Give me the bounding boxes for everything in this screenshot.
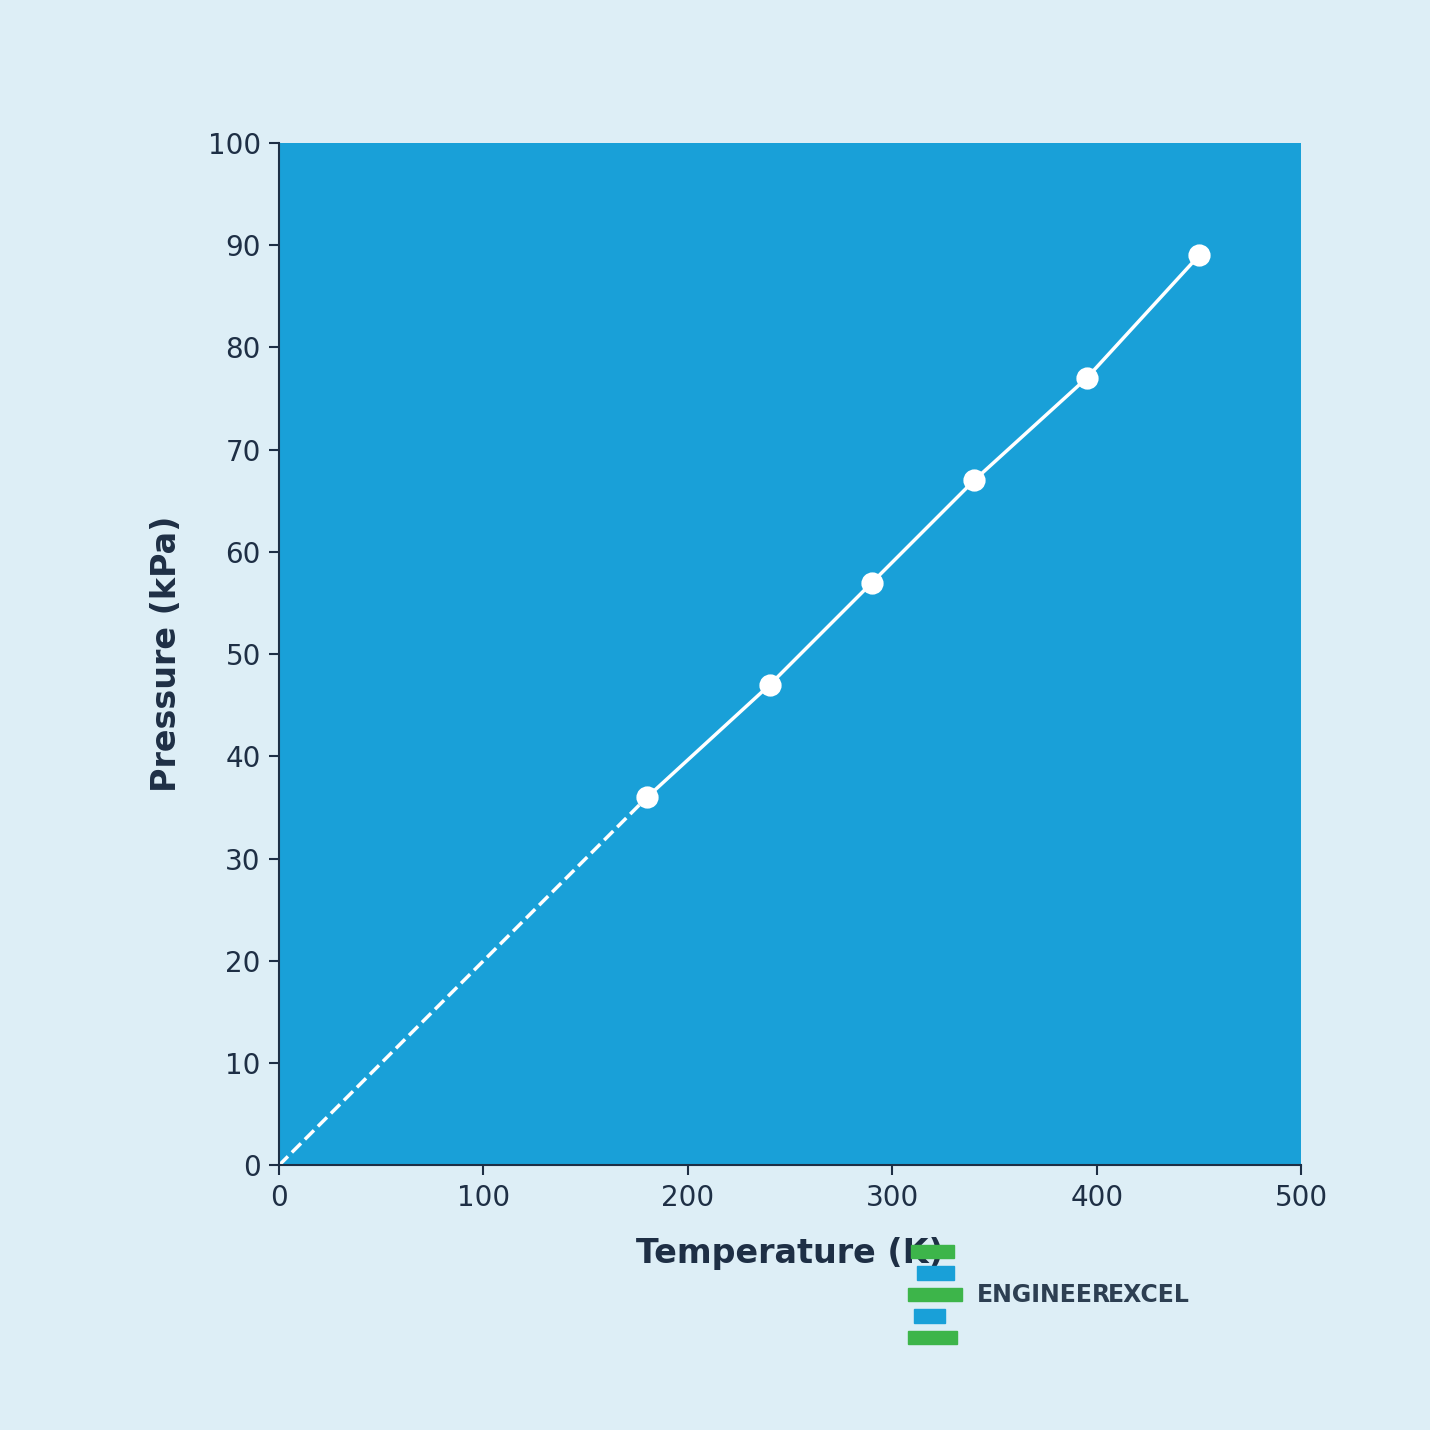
- Text: ENGINEER: ENGINEER: [977, 1283, 1111, 1307]
- X-axis label: Temperature (K): Temperature (K): [636, 1237, 944, 1270]
- Y-axis label: Pressure (kPa): Pressure (kPa): [150, 516, 183, 792]
- Text: EXCEL: EXCEL: [1108, 1283, 1190, 1307]
